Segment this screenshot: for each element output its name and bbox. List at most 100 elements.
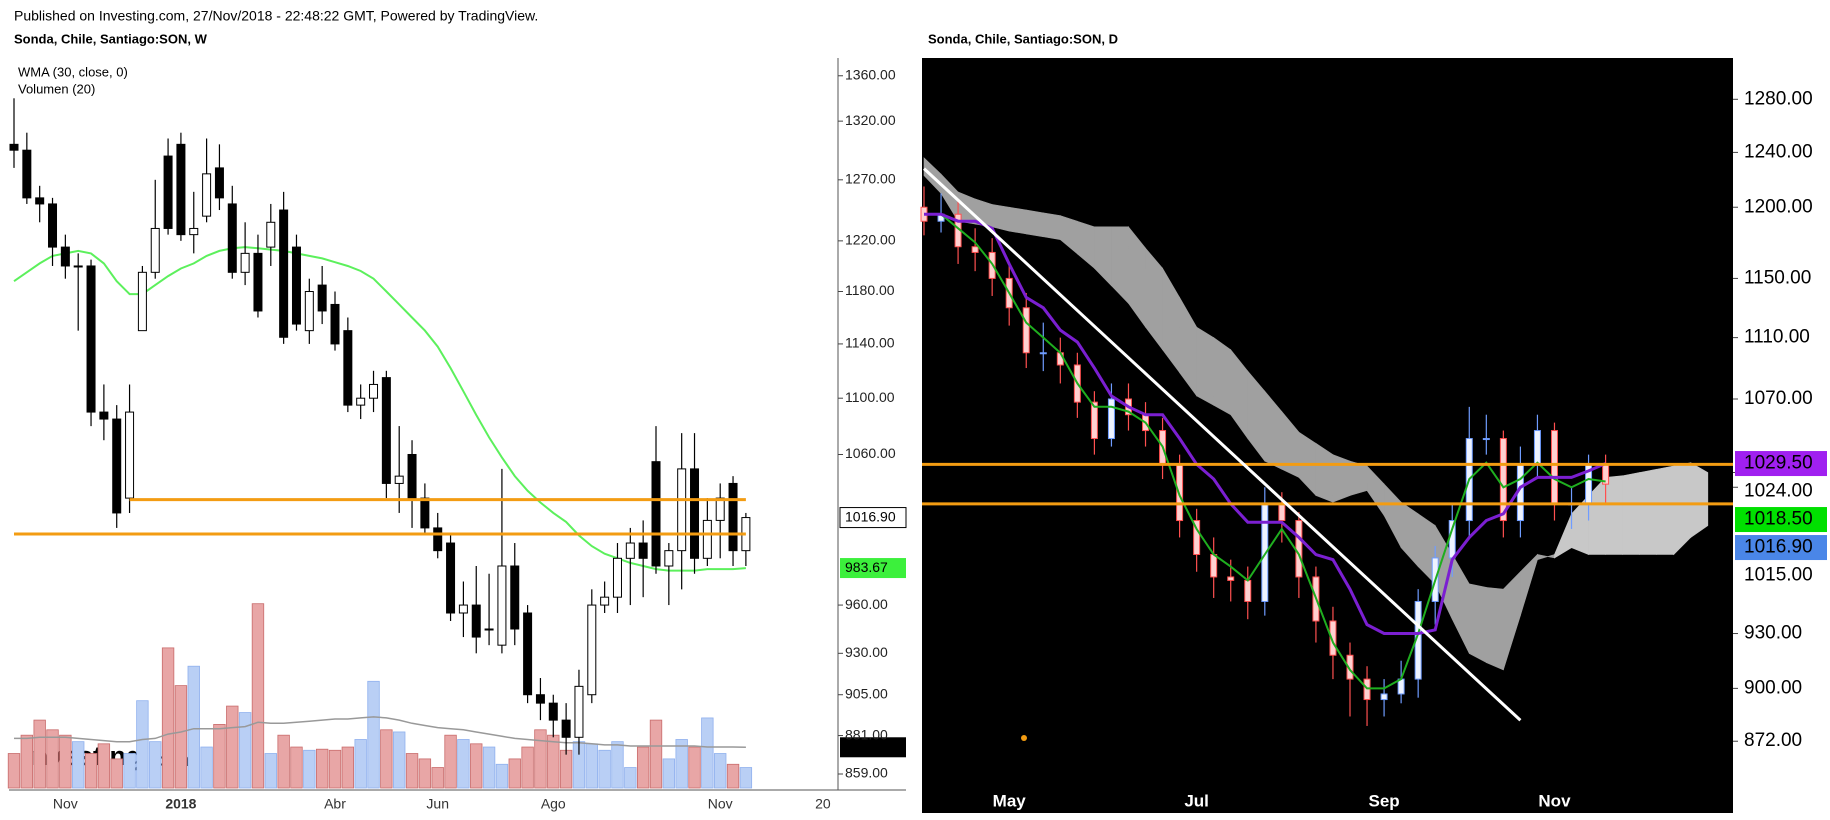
candle-body bbox=[112, 418, 122, 514]
candle-body bbox=[420, 497, 430, 529]
volume-bar bbox=[508, 758, 521, 789]
price-badge-label: 1016.90 bbox=[845, 508, 896, 524]
cloud-segment bbox=[1486, 587, 1504, 671]
candle-body bbox=[625, 542, 635, 559]
candle-body bbox=[433, 527, 443, 552]
y-tick-label: 872.00 bbox=[1744, 730, 1802, 751]
volume-bar bbox=[46, 729, 59, 789]
candle-body bbox=[690, 468, 700, 559]
candle-body bbox=[548, 702, 558, 721]
price-badge-label: 983.67 bbox=[845, 559, 888, 575]
cloud-segment bbox=[1468, 583, 1487, 664]
volume-bar bbox=[726, 763, 740, 789]
x-tick-label: Jul bbox=[1184, 791, 1209, 810]
x-tick-label: Nov bbox=[708, 796, 733, 812]
volume-bar bbox=[418, 758, 432, 789]
candle-body bbox=[22, 149, 32, 199]
volume-bar bbox=[547, 734, 560, 789]
candle-body bbox=[1193, 520, 1201, 556]
candle-body bbox=[86, 265, 96, 413]
volume-bar bbox=[174, 685, 188, 789]
volume-bar bbox=[149, 741, 162, 789]
candle-body bbox=[279, 209, 289, 338]
x-tick-label: May bbox=[993, 791, 1027, 810]
volume-badge-label: 3.778M bbox=[845, 738, 892, 754]
volume-bar bbox=[123, 753, 136, 789]
x-tick-label: Sep bbox=[1368, 791, 1399, 810]
price-badge bbox=[839, 507, 907, 529]
chart-panel: Sonda, Chile, Santiago:SON, D May Jul Sep No… bbox=[920, 31, 1827, 810]
cloud-segment bbox=[1605, 475, 1623, 555]
candle-body bbox=[369, 383, 379, 399]
cloud-segment bbox=[1042, 212, 1061, 240]
cloud-segment bbox=[1690, 462, 1709, 539]
volume-badge bbox=[840, 737, 906, 758]
cloud-segment bbox=[1196, 326, 1214, 406]
candle-body bbox=[214, 167, 224, 199]
y-tick-label: 1280.00 bbox=[1744, 88, 1813, 109]
volume-bar bbox=[136, 700, 149, 789]
volume-bar bbox=[110, 758, 123, 789]
volume-bar bbox=[354, 739, 367, 789]
volume-bar bbox=[315, 748, 329, 789]
candle-body bbox=[535, 694, 545, 704]
cloud-segment bbox=[1008, 206, 1027, 235]
volume-bar bbox=[649, 719, 663, 789]
volume-bar bbox=[97, 743, 111, 789]
candle-body bbox=[471, 604, 481, 638]
volume-bar bbox=[213, 724, 226, 789]
volume-bar bbox=[251, 603, 265, 789]
candle-body bbox=[1090, 401, 1098, 440]
candle-body bbox=[458, 604, 468, 614]
y-tick-label: 1220.00 bbox=[845, 232, 896, 248]
y-tick-label: 881.00 bbox=[845, 726, 888, 742]
candle-body bbox=[561, 719, 571, 738]
y-tick-label: 1140.00 bbox=[845, 335, 895, 351]
y-tick-label: 1200.00 bbox=[1744, 196, 1813, 217]
wma-line bbox=[13, 246, 746, 572]
volume-bar bbox=[701, 717, 714, 789]
price-badge-label: 1016.90 bbox=[1744, 537, 1813, 558]
volume-bar bbox=[72, 741, 85, 789]
y-tick-label: 1180.00 bbox=[845, 282, 895, 298]
x-tick-label: Nov bbox=[1538, 791, 1571, 810]
volume-bar bbox=[33, 719, 46, 789]
candle-body bbox=[638, 542, 648, 559]
volume-bar bbox=[7, 753, 21, 789]
x-tick-label: 2018 bbox=[165, 796, 196, 812]
volume-bar bbox=[367, 680, 380, 789]
volume-bar bbox=[84, 753, 98, 789]
candle-body bbox=[651, 461, 661, 567]
cloud-segment bbox=[1622, 472, 1640, 555]
y-tick-label: 905.00 bbox=[845, 685, 888, 701]
volume-bar bbox=[303, 749, 316, 789]
volume-bar bbox=[187, 665, 200, 789]
y-tick-label: 1100.00 bbox=[845, 389, 895, 405]
x-tick-label: Abr bbox=[324, 796, 346, 812]
y-tick-label: 930.00 bbox=[845, 644, 888, 660]
candle-body bbox=[728, 482, 738, 552]
candle-body bbox=[1482, 438, 1490, 441]
price-badge-label: 1018.50 bbox=[1744, 509, 1813, 530]
volume-ma-line bbox=[14, 716, 746, 749]
volume-bar bbox=[534, 729, 547, 789]
candle-body bbox=[1278, 503, 1286, 522]
candle-body bbox=[677, 468, 687, 552]
candle-body bbox=[266, 221, 276, 248]
y-tick-label: 900.00 bbox=[1744, 677, 1802, 698]
y-tick-label: 1060.00 bbox=[845, 445, 896, 461]
candle-body bbox=[1295, 520, 1303, 578]
y-tick-label: 960.00 bbox=[845, 596, 888, 612]
price-badge bbox=[1735, 535, 1827, 561]
indicator-legend: WMA (30, close, 0) bbox=[18, 64, 128, 79]
chart-panel: Sonda, Chile, Santiago:SON, W WMA (30, cl… bbox=[7, 31, 907, 812]
candle-body bbox=[1022, 307, 1030, 354]
cloud-segment bbox=[1639, 468, 1658, 555]
volume-bar bbox=[482, 746, 496, 789]
candle-body bbox=[664, 550, 674, 567]
candle-body bbox=[971, 246, 979, 253]
volume-bar bbox=[521, 746, 534, 789]
volume-bar bbox=[585, 743, 598, 789]
candle-body bbox=[125, 411, 135, 499]
